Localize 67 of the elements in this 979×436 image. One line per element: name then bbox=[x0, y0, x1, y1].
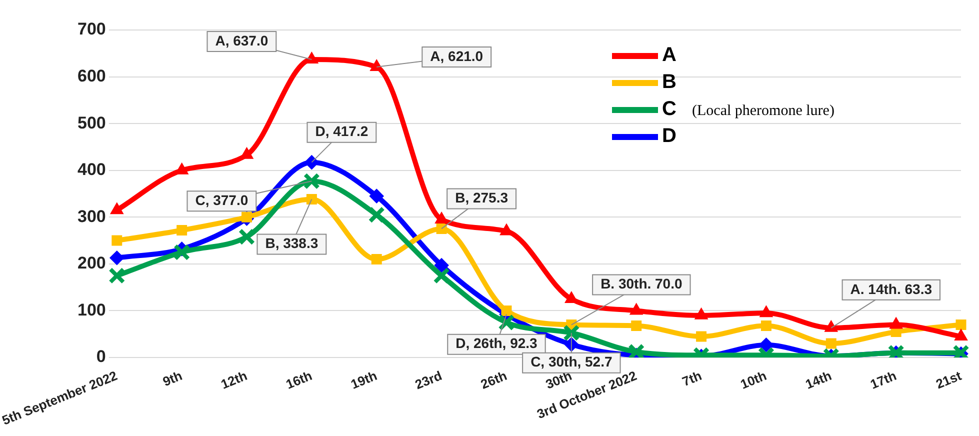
x-tick-label: 19th bbox=[348, 368, 380, 392]
y-tick-label: 100 bbox=[78, 300, 106, 320]
annotation: C, 377.0 bbox=[195, 192, 248, 208]
point bbox=[304, 155, 319, 170]
y-tick-label: 200 bbox=[78, 254, 106, 273]
point bbox=[112, 235, 122, 246]
point bbox=[370, 189, 384, 204]
point bbox=[760, 320, 772, 331]
x-tick-label: 21st bbox=[934, 368, 964, 392]
legend-label: A bbox=[662, 44, 676, 67]
legend-label: B bbox=[662, 71, 676, 94]
point bbox=[890, 318, 902, 329]
x-tick-label: 16th bbox=[284, 368, 314, 392]
point bbox=[956, 320, 966, 330]
point bbox=[108, 267, 126, 284]
point bbox=[759, 338, 774, 352]
point bbox=[110, 203, 124, 214]
point bbox=[370, 60, 383, 71]
x-tick-label: 17th bbox=[868, 368, 899, 392]
x-tick-label: 14th bbox=[803, 368, 834, 392]
legend-label: D bbox=[662, 125, 676, 148]
point bbox=[436, 223, 447, 234]
y-tick-label: 400 bbox=[78, 160, 106, 180]
x-tick-label: 7th bbox=[680, 368, 704, 390]
annotation: D, 26th, 92.3 bbox=[456, 335, 538, 352]
legend-label: C bbox=[662, 98, 676, 121]
point bbox=[176, 225, 188, 236]
annotation: A, 637.0 bbox=[215, 32, 268, 48]
point bbox=[433, 267, 450, 284]
point bbox=[242, 212, 252, 222]
annotation: B, 338.3 bbox=[265, 235, 318, 252]
annotation: A, 621.0 bbox=[430, 48, 484, 64]
point bbox=[954, 329, 968, 340]
point bbox=[563, 324, 580, 342]
x-tick-label: 23rd bbox=[412, 368, 444, 392]
y-tick-label: 300 bbox=[78, 206, 106, 226]
point bbox=[238, 228, 256, 246]
point bbox=[434, 258, 449, 272]
point bbox=[630, 304, 643, 315]
point bbox=[826, 338, 836, 349]
point bbox=[371, 254, 382, 265]
x-tick-label: 9th bbox=[160, 368, 184, 390]
point bbox=[306, 194, 317, 204]
x-tick-label: 10th bbox=[738, 368, 769, 392]
annotation: B. 30th. 70.0 bbox=[600, 276, 682, 292]
annotation: D, 417.2 bbox=[315, 123, 368, 140]
x-tick-label: 26th bbox=[478, 368, 509, 392]
point bbox=[368, 206, 385, 224]
point bbox=[173, 244, 190, 261]
annotation: C, 30th, 52.7 bbox=[530, 354, 612, 370]
point bbox=[824, 320, 838, 332]
point bbox=[695, 308, 708, 320]
point bbox=[631, 320, 642, 331]
annotation: A. 14th. 63.3 bbox=[850, 280, 932, 297]
point bbox=[696, 331, 707, 342]
y-tick-label: 0 bbox=[96, 347, 106, 366]
point bbox=[240, 148, 253, 159]
y-tick-label: 600 bbox=[78, 66, 106, 86]
point bbox=[303, 172, 320, 190]
annotation: B, 275.3 bbox=[455, 190, 508, 206]
point bbox=[501, 305, 512, 316]
point bbox=[498, 314, 515, 331]
y-tick-label: 700 bbox=[78, 20, 106, 39]
point bbox=[760, 306, 772, 318]
annotation: (Local pheromone lure) bbox=[692, 103, 834, 120]
y-tick-label: 500 bbox=[78, 113, 106, 132]
x-tick-label: 12th bbox=[218, 368, 250, 392]
